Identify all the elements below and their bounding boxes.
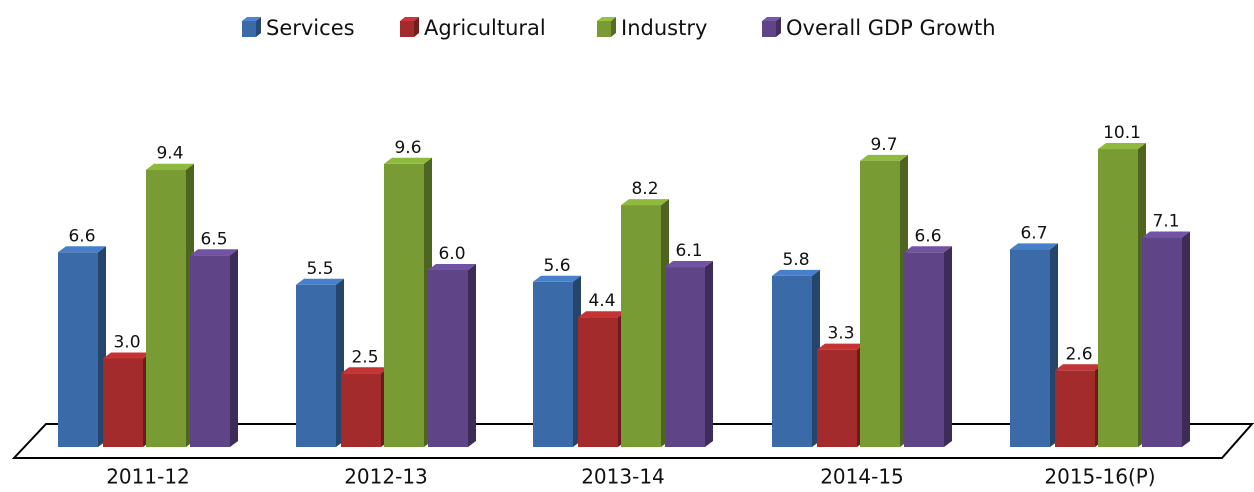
bar-side — [705, 261, 713, 447]
legend-swatch-top — [597, 17, 616, 21]
bar-top — [103, 352, 151, 359]
value-label: 8.2 — [631, 179, 658, 199]
value-label: 6.5 — [200, 229, 227, 249]
bar — [860, 160, 900, 447]
value-label: 2.5 — [351, 347, 378, 367]
bar-top — [1098, 143, 1146, 150]
bar — [58, 252, 98, 447]
bar — [428, 270, 468, 447]
bar — [341, 373, 381, 447]
value-label: 6.0 — [438, 244, 465, 264]
value-label: 9.7 — [870, 135, 897, 155]
bar-top — [533, 275, 581, 282]
x-tick-label: 2011-12 — [106, 465, 190, 489]
bar-top — [665, 261, 713, 268]
legend-swatch-top — [762, 17, 781, 21]
legend-label: Industry — [621, 16, 707, 40]
bar-top — [578, 311, 626, 318]
value-label: 4.4 — [588, 291, 615, 311]
legend-swatch-side — [776, 17, 781, 37]
legend-swatch — [242, 21, 256, 37]
value-label: 5.6 — [543, 256, 570, 276]
value-label: 3.0 — [113, 333, 140, 353]
legend-swatch-side — [256, 17, 261, 37]
legend-swatch — [400, 21, 414, 37]
bar — [146, 169, 186, 447]
bar — [621, 205, 661, 447]
bar — [1055, 370, 1095, 447]
value-label: 5.5 — [306, 259, 333, 279]
bar-top — [58, 246, 106, 253]
value-label: 6.7 — [1020, 223, 1047, 243]
bar-top — [860, 154, 908, 161]
bar — [533, 281, 573, 447]
bar-top — [384, 157, 432, 164]
value-label: 2.6 — [1065, 344, 1092, 364]
bar-top — [904, 246, 952, 253]
bar — [904, 252, 944, 447]
bar — [772, 275, 812, 447]
bar — [1098, 149, 1138, 448]
bar — [578, 317, 618, 447]
legend-swatch-top — [242, 17, 261, 21]
x-tick-label: 2015-16(P) — [1044, 465, 1155, 489]
bar-top — [341, 367, 389, 374]
value-label: 5.8 — [782, 250, 809, 270]
value-label: 9.4 — [156, 144, 183, 164]
bar-top — [428, 264, 476, 270]
bar — [190, 255, 230, 447]
bar-side — [1182, 231, 1190, 447]
bar-top — [772, 269, 820, 276]
bar — [384, 163, 424, 448]
x-tick-label: 2012-13 — [344, 465, 428, 489]
bar — [1010, 249, 1050, 447]
legend-swatch-side — [611, 17, 616, 37]
bar — [665, 267, 705, 447]
legend-swatch-top — [400, 17, 419, 21]
bar-top — [190, 249, 238, 256]
bar-top — [146, 163, 194, 170]
bar — [1142, 237, 1182, 447]
value-label: 6.6 — [914, 226, 941, 246]
value-label: 3.3 — [827, 324, 854, 344]
value-label: 7.1 — [1152, 212, 1179, 232]
legend-swatch — [762, 21, 776, 37]
legend-swatch — [597, 21, 611, 37]
legend-label: Agricultural — [424, 16, 546, 40]
bar-side — [468, 264, 476, 447]
legend-label: Services — [266, 16, 355, 40]
bar — [296, 284, 336, 447]
bar-top — [817, 343, 865, 350]
bar — [817, 349, 857, 447]
value-label: 9.6 — [394, 138, 421, 158]
value-label: 6.1 — [675, 241, 702, 261]
bar-top — [296, 278, 344, 285]
x-tick-label: 2013-14 — [581, 465, 665, 489]
bar-side — [230, 249, 238, 447]
x-tick-label: 2014-15 — [820, 465, 904, 489]
bar — [103, 358, 143, 447]
bar-top — [1055, 364, 1103, 371]
bar-side — [944, 246, 952, 447]
bar-top — [1010, 243, 1058, 250]
bar-top — [1142, 231, 1190, 238]
value-label: 10.1 — [1103, 123, 1141, 143]
legend-swatch-side — [414, 17, 419, 37]
value-label: 6.6 — [68, 226, 95, 246]
bar-top — [621, 199, 669, 206]
legend-label: Overall GDP Growth — [786, 16, 996, 40]
